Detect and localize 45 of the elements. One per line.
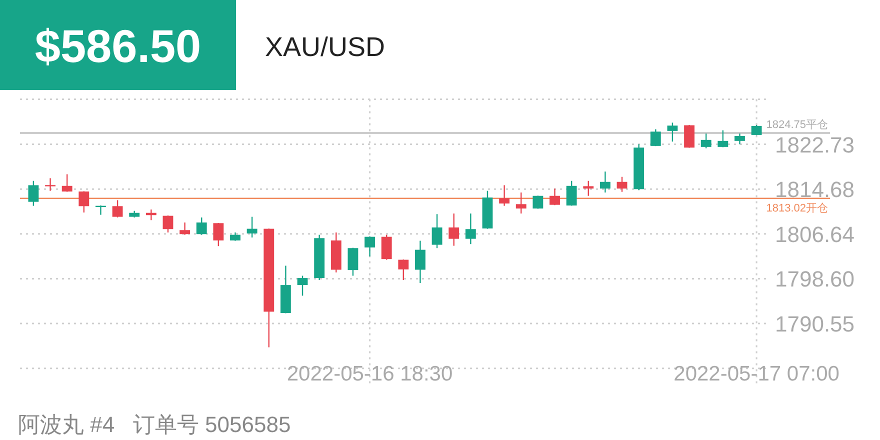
y-tick-label: 1790.55: [775, 312, 855, 337]
candlestick: [78, 190, 90, 214]
y-tick-label: 1806.64: [775, 222, 855, 247]
candlestick: [213, 222, 224, 247]
header-badge: $586.50: [0, 0, 236, 90]
candlestick: [297, 275, 308, 296]
candlestick: [180, 222, 190, 236]
candlestick: [667, 122, 678, 142]
text: 阿波丸 #4 订单号 5056585: [18, 412, 291, 437]
ref-line-label: 1824.75平仓: [766, 119, 828, 132]
candlestick: [246, 216, 258, 238]
candlestick: [734, 133, 745, 145]
candlestick: [196, 216, 207, 236]
candlestick: [566, 180, 577, 206]
candlestick: [45, 178, 56, 192]
y-tick-label: 1822.73: [775, 132, 855, 158]
chart-title: XAU/USD: [265, 32, 386, 62]
x-tick-label: 2022-05-16 18:30: [286, 362, 453, 386]
y-tick-label: 1798.60: [775, 266, 855, 292]
candlestick: [448, 212, 460, 246]
candlestick: [600, 170, 610, 194]
candlestick: [700, 133, 712, 149]
candlestick: [381, 234, 392, 260]
candlestick: [684, 124, 694, 148]
candlestick: [532, 195, 544, 210]
candlestick: [550, 188, 560, 206]
ref-line-label: 1813.02开仓: [766, 202, 828, 214]
candlestick: [398, 258, 409, 281]
candlestick: [583, 180, 594, 196]
x-tick-label: 2022-05-17 07:00: [674, 362, 840, 386]
candlestick: [499, 184, 510, 206]
candlestick: [718, 130, 728, 148]
candlestick: [432, 214, 442, 249]
candlestick: [112, 200, 123, 218]
candlestick: [516, 192, 526, 214]
candlestick: [364, 236, 375, 258]
candlestick: [465, 212, 476, 245]
candlestick: [62, 174, 72, 192]
candlestick: [616, 176, 628, 192]
candlestick: [28, 180, 39, 206]
candlestick: [415, 240, 426, 284]
candlestick: [162, 214, 174, 234]
candlestick: [348, 247, 358, 276]
candlestick: [650, 128, 661, 147]
y-tick-label: 1814.68: [775, 177, 855, 202]
